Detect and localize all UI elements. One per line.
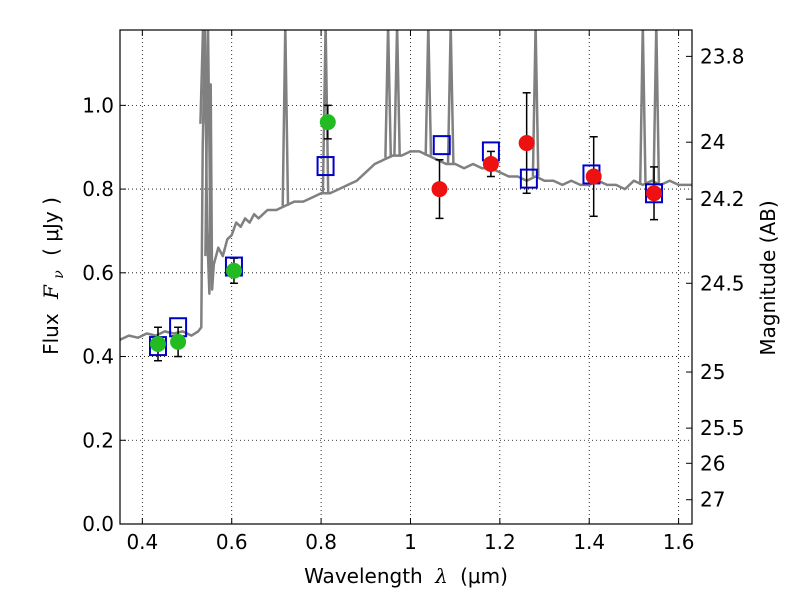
x-tick-label: 0.4 [126, 530, 158, 554]
model-magnitude-square [432, 135, 451, 156]
emission-line [204, 30, 212, 257]
y-tick-label: 0.0 [82, 512, 114, 536]
emission-line [531, 30, 540, 177]
photometry-markers [149, 114, 663, 352]
mag-tick-label: 25 [700, 360, 725, 384]
y-axis-label: Flux F ν ( μJy ) [39, 197, 68, 355]
y-tick-label: 0.2 [82, 428, 114, 452]
x-tick-label: 1 [404, 530, 417, 554]
mag-tick-label: 23.8 [700, 44, 745, 68]
x-tick-label: 0.8 [305, 530, 337, 554]
emission-line [384, 30, 393, 158]
x-tick-label: 1.2 [484, 530, 516, 554]
mag-tick-label: 25.5 [700, 416, 745, 440]
photometry-point [585, 168, 602, 185]
mag-tick-label: 27 [700, 488, 725, 512]
emission-line [446, 30, 455, 165]
mag-tick-label: 24.5 [700, 271, 745, 295]
mag-tick-label: 24 [700, 130, 725, 154]
axis-ticks: 0.4 0.6 0.8 1 1.2 1.4 1.6 0.0 0.2 0.4 0.6 0.8 1.0 23.… [82, 30, 745, 554]
x-tick-label: 1.4 [573, 530, 605, 554]
emission-line [424, 30, 433, 156]
y-tick-label: 0.4 [82, 345, 114, 369]
plot-frame [119, 29, 693, 525]
emission-line [393, 30, 401, 156]
y2-axis-label: Magnitude (AB) [756, 200, 780, 355]
emission-line [652, 30, 661, 183]
emission-line [199, 30, 208, 124]
x-tick-label: 1.6 [663, 530, 695, 554]
mag-tick-label: 24.2 [700, 187, 745, 211]
photometry-point [482, 155, 499, 172]
x-tick-label: 0.6 [216, 530, 248, 554]
photometry-point [225, 262, 242, 279]
y-tick-label: 0.6 [82, 261, 114, 285]
y-tick-label: 1.0 [82, 93, 114, 117]
photometry-point [518, 135, 535, 152]
emission-line [281, 30, 290, 206]
model-spectrum [120, 30, 692, 341]
model-magnitude-square [519, 168, 538, 189]
photometry-point [431, 181, 448, 198]
photometry-point [170, 333, 187, 350]
photometry-point [149, 335, 166, 352]
error-bars [153, 92, 659, 362]
y-tick-label: 0.8 [82, 177, 114, 201]
photometry-point [319, 114, 336, 131]
photometry-point [646, 185, 663, 202]
x-axis-label: Wavelength λ (μm) [304, 564, 508, 588]
emission-line [638, 30, 647, 185]
mag-tick-label: 26 [700, 451, 725, 475]
model-magnitude-square [316, 156, 335, 177]
